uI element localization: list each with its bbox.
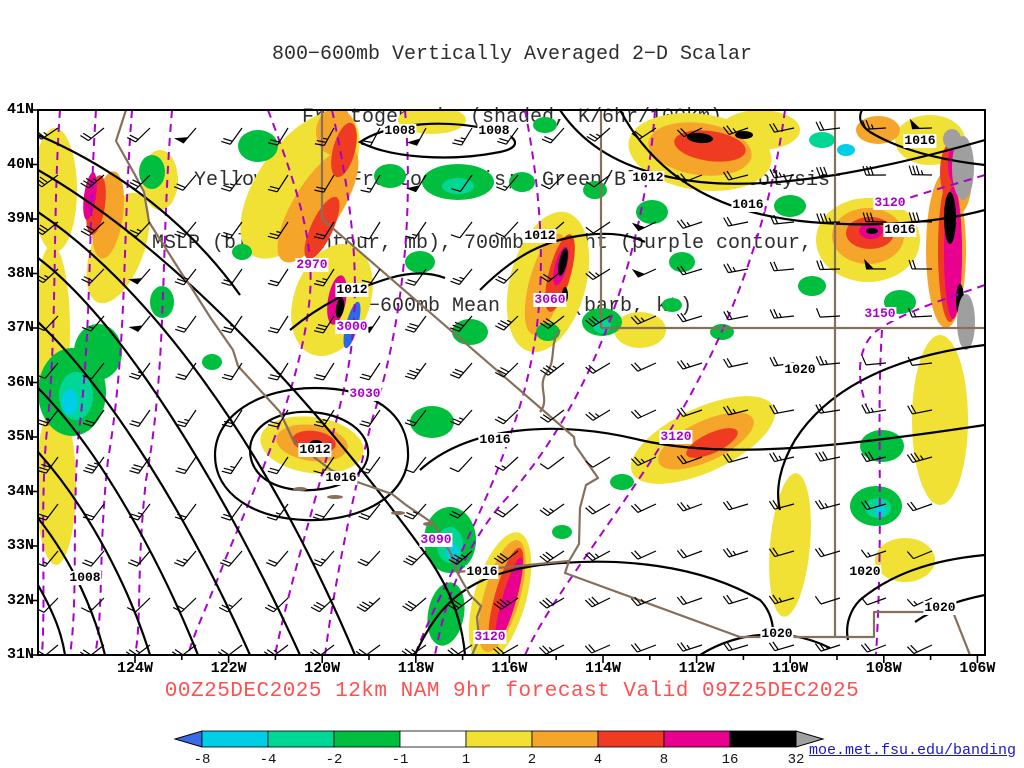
contour-label-hgt: 3120	[659, 429, 693, 444]
lat-axis-label: 36N	[6, 373, 34, 391]
lon-axis-label: 118W	[397, 660, 434, 677]
contour-label-mslp: 1012	[523, 228, 557, 243]
contour-label-hgt: 2970	[295, 257, 329, 272]
svg-text:-4: -4	[260, 752, 277, 768]
forecast-caption: 00Z25DEC2025 12km NAM 9hr forecast Valid…	[164, 680, 860, 703]
svg-text:-8: -8	[194, 752, 211, 768]
lat-axis-label: 40N	[6, 155, 34, 173]
contour-label-hgt: 3120	[873, 195, 907, 210]
lon-axis-label: 108W	[865, 660, 902, 677]
credit-link[interactable]: moe.met.fsu.edu/banding	[808, 742, 1016, 759]
lat-axis-label: 39N	[6, 210, 34, 227]
lon-axis-label: 114W	[584, 660, 621, 677]
lon-axis-label: 120W	[304, 660, 341, 677]
contour-label-mslp: 1008	[477, 123, 511, 138]
title-line-1: 800−600mb Vertically Averaged 2−D Scalar	[271, 43, 753, 66]
svg-text:4: 4	[594, 752, 602, 768]
lon-axis-label: 112W	[678, 660, 715, 677]
map-frame	[37, 109, 986, 656]
contour-label-mslp: 1016	[478, 432, 512, 447]
mslp-contours	[38, 110, 985, 655]
contour-label-mslp: 1012	[298, 442, 332, 457]
lon-axis-label: 124W	[116, 660, 153, 677]
lat-axis-label: 32N	[6, 591, 34, 609]
contour-label-mslp: 1016	[465, 564, 499, 579]
contour-label-mslp: 1016	[324, 470, 358, 485]
lat-axis-label: 31N	[6, 646, 34, 663]
contour-label-mslp: 1020	[848, 564, 882, 579]
lat-axis-label: 34N	[6, 482, 34, 500]
contour-label-hgt: 3120	[473, 629, 507, 644]
lon-axis-label: 116W	[491, 660, 528, 677]
lon-axis-label: 106W	[959, 660, 996, 677]
svg-text:32: 32	[788, 752, 805, 768]
contour-label-hgt: 3090	[419, 532, 453, 547]
contour-label-hgt: 3060	[533, 292, 567, 307]
contour-label-hgt: 3000	[335, 319, 369, 334]
lat-axis-label: 35N	[6, 428, 34, 445]
contour-label-mslp: 1012	[335, 282, 369, 297]
lat-axis-label: 33N	[6, 537, 34, 554]
contour-label-mslp: 1016	[883, 222, 917, 237]
lon-axis-label: 110W	[772, 660, 809, 677]
contour-label-mslp: 1008	[383, 123, 417, 138]
svg-text:-2: -2	[326, 752, 343, 768]
contour-label-mslp: 1020	[783, 362, 817, 377]
contour-label-hgt: 3150	[863, 306, 897, 321]
contour-label-mslp: 1012	[631, 170, 665, 185]
lat-axis-label: 37N	[6, 319, 34, 336]
colorbar: -8 -4 -2 -1 1 2 4 8 16 32	[173, 730, 825, 768]
contour-label-mslp: 1008	[68, 570, 102, 585]
contour-label-mslp: 1016	[731, 197, 765, 212]
contour-label-mslp: 1016	[903, 133, 937, 148]
contour-label-mslp: 1020	[923, 600, 957, 615]
svg-text:8: 8	[660, 752, 668, 768]
svg-text:16: 16	[722, 752, 739, 768]
lon-axis-label: 122W	[210, 660, 247, 677]
lat-axis-label: 38N	[6, 264, 34, 282]
svg-text:1: 1	[462, 752, 470, 768]
lat-axis-label: 41N	[6, 101, 34, 118]
frontogenesis-shading	[38, 110, 975, 655]
contour-label-hgt: 3030	[348, 386, 382, 401]
wind-barbs-layer	[38, 118, 933, 655]
svg-text:-1: -1	[392, 752, 409, 768]
contour-label-mslp: 1020	[760, 626, 794, 641]
svg-text:2: 2	[528, 752, 536, 768]
